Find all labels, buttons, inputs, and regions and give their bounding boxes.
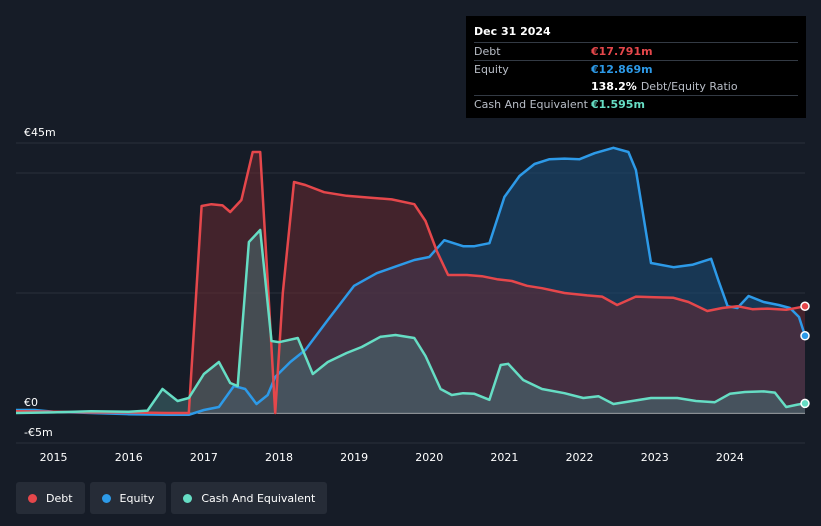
legend-label-debt: Debt xyxy=(46,491,73,505)
x-tick-label-2018: 2018 xyxy=(265,451,293,464)
area-debt xyxy=(16,152,805,413)
line-cash-and-equivalent xyxy=(15,228,806,415)
endpoint-equity xyxy=(800,331,810,341)
y-tick-label-bottom: -€5m xyxy=(24,426,53,439)
legend-item-equity[interactable]: Equity xyxy=(89,482,167,514)
series-endpoints xyxy=(800,301,810,409)
tooltip-row-debt: Debt €17.791m xyxy=(474,42,798,60)
endpoint-debt xyxy=(800,301,810,312)
x-tick-label-2019: 2019 xyxy=(340,451,368,464)
x-tick-label-2016: 2016 xyxy=(115,451,143,464)
tooltip-equity-value: €12.869m xyxy=(591,63,653,76)
x-tick-label-2020: 2020 xyxy=(415,451,443,464)
legend-item-cash[interactable]: Cash And Equivalent xyxy=(171,482,328,514)
tooltip-row-ratio: 138.2% Debt/Equity Ratio xyxy=(474,78,798,95)
tooltip-ratio-text: Debt/Equity Ratio xyxy=(640,80,738,93)
line-debt xyxy=(15,150,806,415)
series-areas xyxy=(16,147,805,415)
tooltip-equity-label: Equity xyxy=(474,63,509,76)
legend-item-debt[interactable]: Debt xyxy=(16,482,85,514)
x-tick-label-2024: 2024 xyxy=(716,451,744,464)
y-tick-label-top: €45m xyxy=(24,126,56,139)
tooltip-date: Dec 31 2024 xyxy=(474,25,551,38)
tooltip-ratio-value: 138.2% xyxy=(591,80,637,93)
y-tick-label-zero: €0 xyxy=(24,396,38,409)
tooltip-row-equity: Equity €12.869m xyxy=(474,60,798,78)
tooltip-cash-label: Cash And Equivalent xyxy=(474,98,588,111)
x-tick-label-2021: 2021 xyxy=(490,451,518,464)
legend-label-equity: Equity xyxy=(119,491,155,505)
x-tick-label-2017: 2017 xyxy=(190,451,218,464)
legend-dot-debt-icon xyxy=(28,493,37,503)
x-tick-label-2023: 2023 xyxy=(641,451,669,464)
x-axis-ticks: 2015 2016 2017 2018 2019 2020 2021 2022 2023 2024 xyxy=(40,451,744,464)
chart-legend: Debt Equity Cash And Equivalent xyxy=(16,482,328,514)
endpoint-cash-and-equivalent xyxy=(800,398,810,409)
tooltip-debt-value: €17.791m xyxy=(591,45,653,58)
tooltip-debt-label: Debt xyxy=(474,45,501,58)
x-tick-label-2015: 2015 xyxy=(40,451,68,464)
chart-tooltip: Dec 31 2024 Debt €17.791m Equity €12.869… xyxy=(466,16,806,118)
tooltip-cash-value: €1.595m xyxy=(591,98,645,111)
tooltip-row-cash: Cash And Equivalent €1.595m xyxy=(474,95,798,113)
line-equity xyxy=(16,146,807,417)
series-lines xyxy=(15,146,807,417)
x-tick-label-2022: 2022 xyxy=(566,451,594,464)
legend-dot-equity-icon xyxy=(101,493,111,503)
legend-label-cash: Cash And Equivalent xyxy=(201,491,316,505)
legend-dot-cash-icon xyxy=(183,493,193,503)
